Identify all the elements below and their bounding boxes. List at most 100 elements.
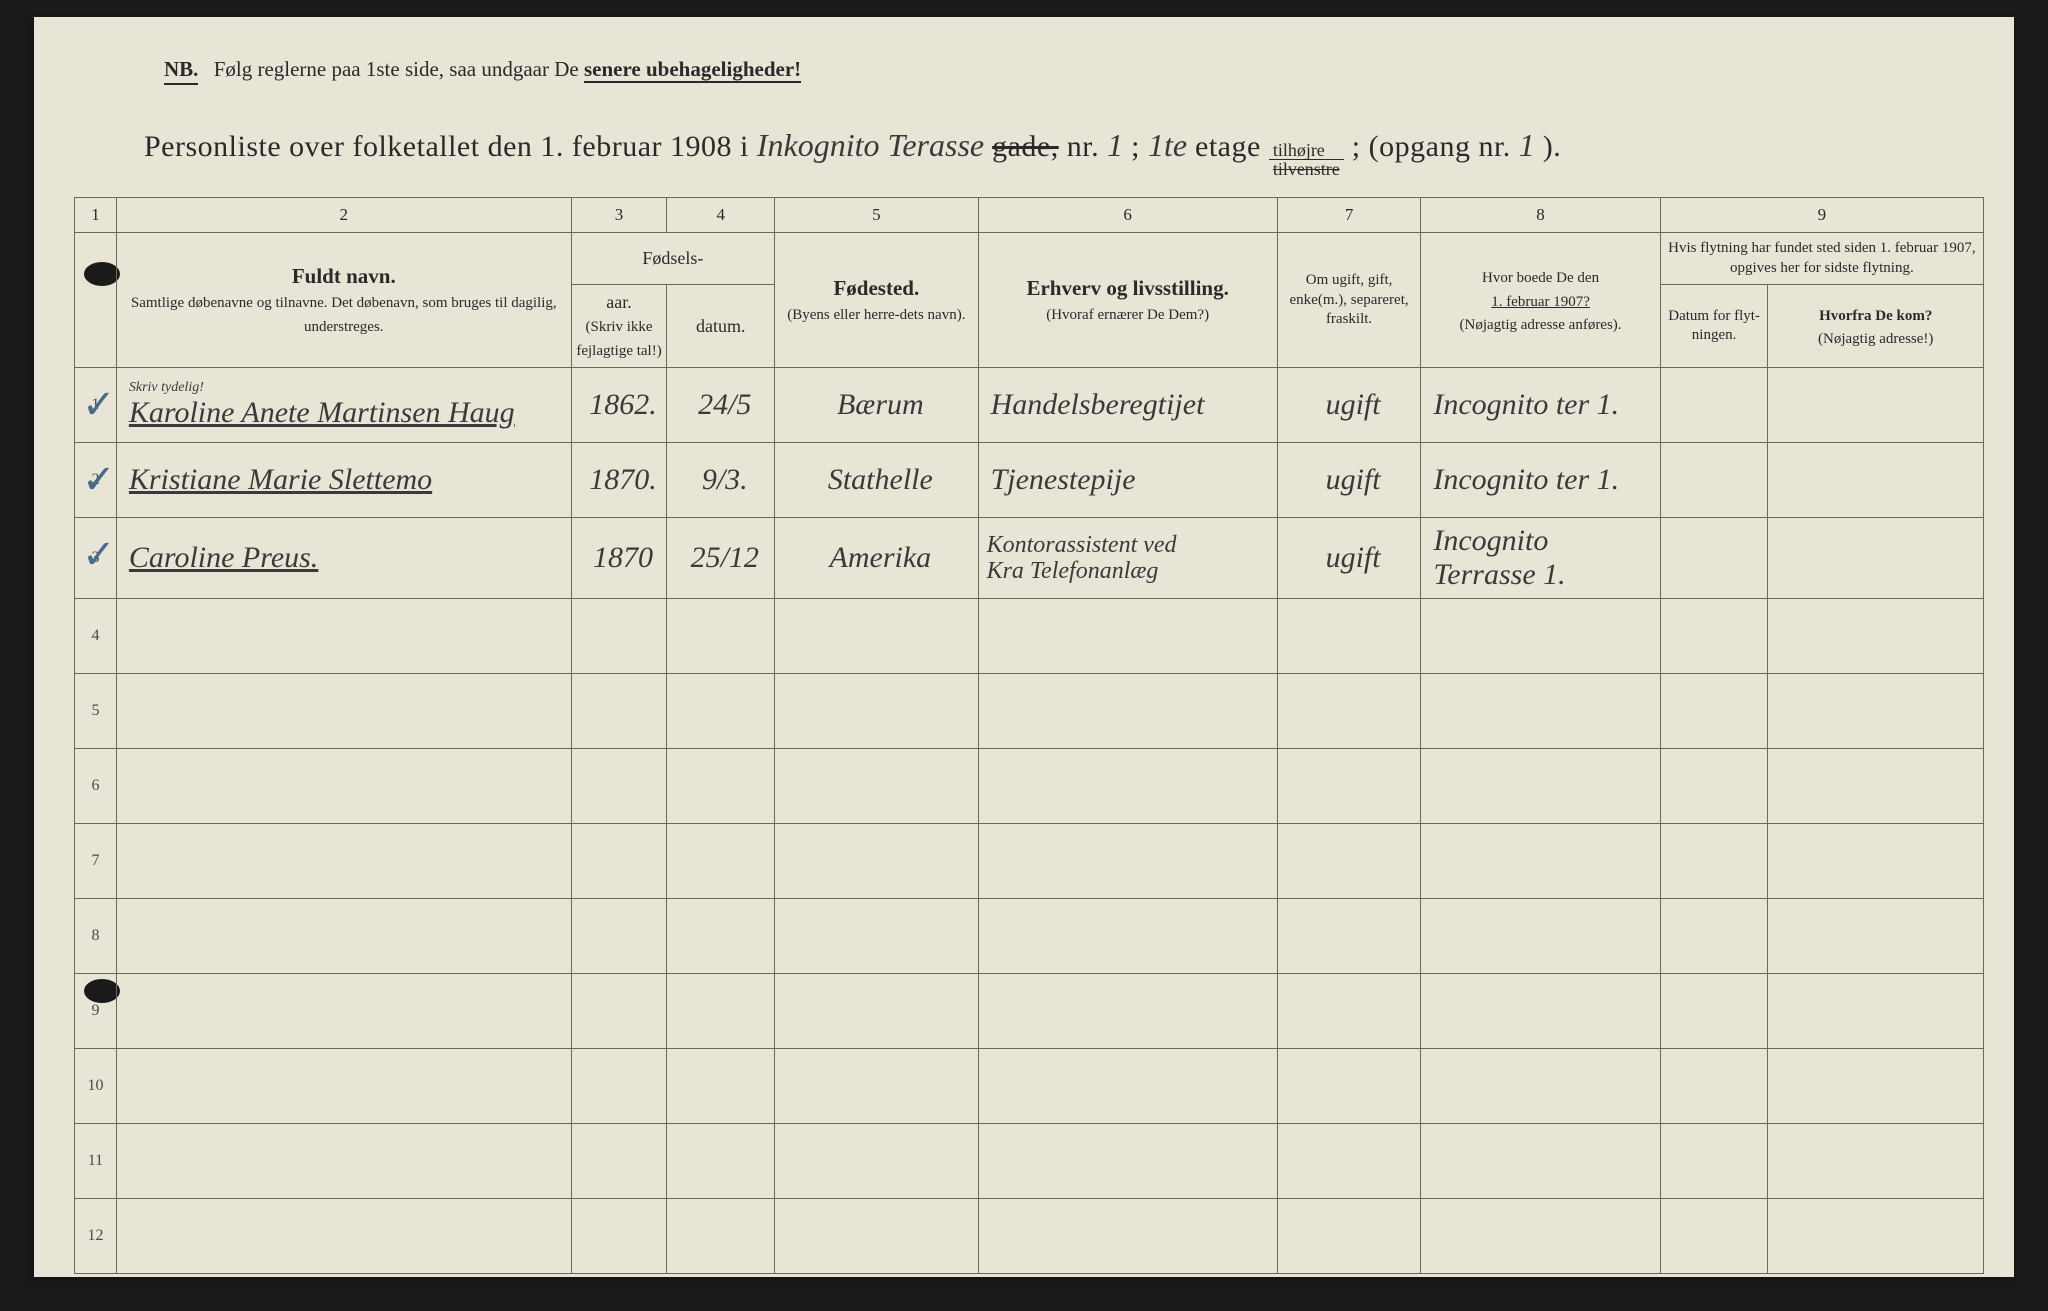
table-row: 8 (75, 899, 1984, 974)
header-residence-text: Hvor boede De den (1482, 270, 1599, 286)
cell-birthplace: Amerika (775, 518, 978, 599)
opgang-label: (opgang nr. (1369, 130, 1511, 164)
table-row: 7 (75, 824, 1984, 899)
cell-marital: ugift (1277, 368, 1421, 443)
header-move-date: Datum for flyt-ningen. (1660, 285, 1768, 368)
census-table: 1 2 3 4 5 6 7 8 9 Fuldt navn. Samtlige d… (74, 197, 1984, 1274)
occ-line2: Kra Telefonanlæg (987, 558, 1159, 584)
cell-date: 25/12 (667, 518, 775, 599)
cell-move-date (1660, 443, 1768, 518)
cell-marital: ugift (1277, 518, 1421, 599)
row-num: 4 (75, 599, 117, 674)
cell-name: Caroline Preus. (116, 518, 571, 599)
cell-name: Skriv tydelig! Karoline Anete Martinsen … (116, 368, 571, 443)
header-residence-date: 1. februar 1907? (1491, 294, 1590, 310)
title-prefix: Personliste over folketallet den 1. febr… (144, 130, 749, 164)
row-num: 5 (75, 674, 117, 749)
header-birth-group: Fødsels- (571, 233, 774, 285)
cell-occupation: Handelsberegtijet (978, 368, 1277, 443)
header-residence: Hvor boede De den 1. februar 1907? (Nøja… (1421, 233, 1660, 368)
cell-name: Kristiane Marie Slettemo (116, 443, 571, 518)
header-move-from-sub: (Nøjagtig adresse!) (1818, 331, 1933, 347)
header-birth-note: (Skriv ikke fejlagtige tal!) (576, 319, 661, 359)
sep: ; (1131, 130, 1140, 164)
header-residence-sub: (Nøjagtig adresse anføres). (1460, 317, 1622, 333)
header-occupation: Erhverv og livsstilling. (Hvoraf ernærer… (978, 233, 1277, 368)
census-table-container: 1 2 3 4 5 6 7 8 9 Fuldt navn. Samtlige d… (74, 197, 1984, 1237)
nb-text-bold: senere ubehageligheder! (584, 57, 801, 83)
col-num-1: 1 (75, 198, 117, 233)
cell-date: 9/3. (667, 443, 775, 518)
opgang-close: ). (1543, 130, 1562, 164)
nr-value: 1 (1107, 127, 1123, 164)
col-num-6: 6 (978, 198, 1277, 233)
checkmark-icon: ✓ (82, 382, 116, 428)
header-name-bold: Fuldt navn. (292, 264, 396, 288)
skriv-note: Skriv tydelig! (129, 380, 567, 396)
col-num-2: 2 (116, 198, 571, 233)
opgang-value: 1 (1519, 127, 1535, 164)
title-line: Personliste over folketallet den 1. febr… (144, 127, 1974, 178)
etage-value: 1te (1148, 127, 1187, 164)
header-year: aar. (Skriv ikke fejlagtige tal!) (571, 285, 667, 368)
row-num: 11 (75, 1124, 117, 1199)
header-nr (75, 233, 117, 368)
header-occupation-sub: (Hvoraf ernærer De Dem?) (1046, 307, 1209, 323)
table-row: 3 Caroline Preus. 1870 25/12 Amerika Kon… (75, 518, 1984, 599)
street-name: Inkognito Terasse (757, 127, 984, 164)
cell-occupation: Tjenestepije (978, 443, 1277, 518)
header-birthplace: Fødested. (Byens eller herre-dets navn). (775, 233, 978, 368)
side-fraction: tilhøjre tilvenstre (1269, 141, 1344, 178)
header-name-sub: Samtlige døbenavne og tilnavne. Det døbe… (131, 295, 557, 335)
table-body: 1 Skriv tydelig! Karoline Anete Martinse… (75, 368, 1984, 1274)
cell-residence: Incognito ter 1. (1421, 368, 1660, 443)
cell-move-date (1660, 518, 1768, 599)
header-occupation-bold: Erhverv og livsstilling. (1026, 276, 1228, 300)
table-row: 4 (75, 599, 1984, 674)
table-row: 6 (75, 749, 1984, 824)
table-row: 2 Kristiane Marie Slettemo 1870. 9/3. St… (75, 443, 1984, 518)
cell-year: 1870 (571, 518, 667, 599)
cell-residence: Incognito ter 1. (1421, 443, 1660, 518)
occ-line1: Kontorassistent ved (987, 532, 1177, 558)
gade-strike: gade, (992, 130, 1059, 164)
checkmark-icon: ✓ (82, 532, 116, 578)
header-birthplace-bold: Fødested. (833, 276, 919, 300)
sep2: ; (1352, 130, 1361, 164)
col-num-5: 5 (775, 198, 978, 233)
header-birthplace-sub: (Byens eller herre-dets navn). (787, 307, 965, 323)
header-name: Fuldt navn. Samtlige døbenavne og tilnav… (116, 233, 571, 368)
header-move-from-bold: Hvorfra De kom? (1819, 308, 1932, 324)
name-text: Karoline Anete Martinsen Haug (129, 396, 515, 429)
row-num: 7 (75, 824, 117, 899)
nb-text-pre: Følg reglerne paa 1ste side, saa undgaar… (214, 57, 584, 81)
row-num: 10 (75, 1049, 117, 1124)
col-num-9: 9 (1660, 198, 1983, 233)
row-num: 6 (75, 749, 117, 824)
header-marital: Om ugift, gift, enke(m.), separeret, fra… (1277, 233, 1421, 368)
cell-residence: Incognito Terrasse 1. (1421, 518, 1660, 599)
header-year-label: aar. (606, 292, 631, 312)
table-row: 5 (75, 674, 1984, 749)
cell-move-from (1768, 518, 1984, 599)
table-header: 1 2 3 4 5 6 7 8 9 Fuldt navn. Samtlige d… (75, 198, 1984, 368)
nb-label: NB. (164, 57, 198, 85)
side-top: tilhøjre (1269, 141, 1344, 160)
cell-year: 1870. (571, 443, 667, 518)
cell-marital: ugift (1277, 443, 1421, 518)
col-num-8: 8 (1421, 198, 1660, 233)
cell-move-from (1768, 368, 1984, 443)
cell-move-from (1768, 443, 1984, 518)
table-row: 9 (75, 974, 1984, 1049)
table-row: 1 Skriv tydelig! Karoline Anete Martinse… (75, 368, 1984, 443)
table-row: 12 (75, 1199, 1984, 1274)
cell-birthplace: Stathelle (775, 443, 978, 518)
header-move-from: Hvorfra De kom? (Nøjagtig adresse!) (1768, 285, 1984, 368)
row-num: 8 (75, 899, 117, 974)
cell-year: 1862. (571, 368, 667, 443)
col-num-4: 4 (667, 198, 775, 233)
nr-label: nr. (1067, 130, 1099, 164)
cell-occupation: Kontorassistent ved Kra Telefonanlæg (978, 518, 1277, 599)
row-num: 12 (75, 1199, 117, 1274)
header-date: datum. (667, 285, 775, 368)
